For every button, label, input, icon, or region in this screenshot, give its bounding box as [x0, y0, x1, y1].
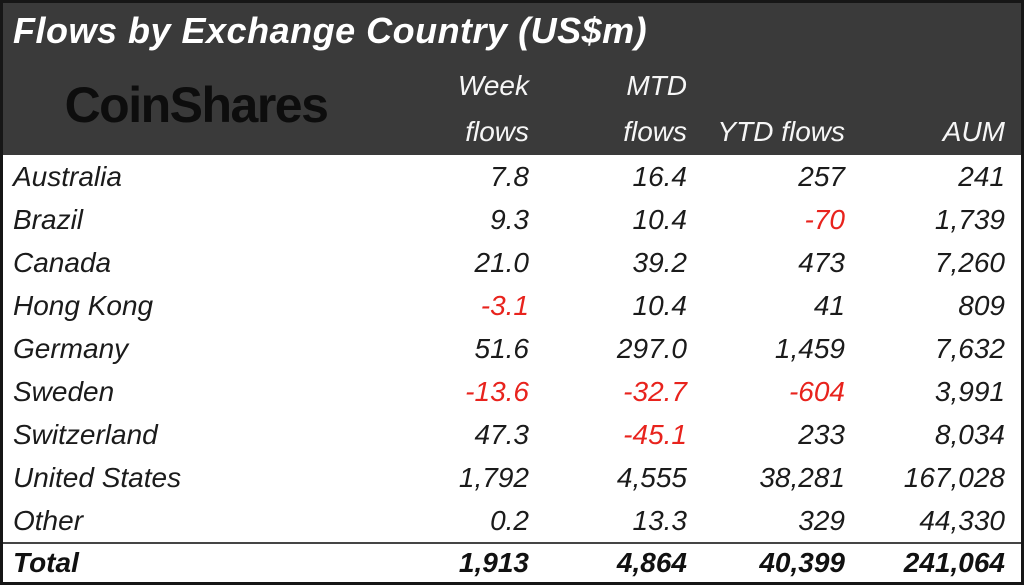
table-row: United States 1,792 4,555 38,281 167,028: [3, 456, 1021, 499]
total-row-wrap: Total 1,913 4,864 40,399 241,064: [3, 542, 1021, 582]
col-header-mtd-line2: flows: [623, 116, 687, 147]
value-cell: 4,555: [616, 461, 687, 493]
col-header-week-line2: flows: [465, 116, 529, 147]
value-cell: 1,913: [458, 547, 529, 578]
table-row: Other 0.2 13.3 329 44,330: [3, 499, 1021, 542]
value-cell: 809: [958, 289, 1005, 321]
value-cell: 167,028: [903, 461, 1005, 493]
value-cell: -13.6: [465, 375, 529, 407]
column-headers: CoinShares Week flows MTD flows YTD flow…: [3, 59, 1021, 155]
col-header-mtd-flows: MTD flows: [541, 59, 693, 155]
value-cell: 4,864: [616, 547, 687, 578]
value-cell: 329: [798, 504, 845, 536]
col-header-week-line1: Week: [457, 70, 529, 101]
value-cell: -604: [788, 375, 845, 407]
value-cell: 3,991: [934, 375, 1005, 407]
brand-cell: CoinShares: [3, 59, 389, 155]
table-row: Australia 7.8 16.4 257 241: [3, 155, 1021, 198]
value-cell: 241,064: [903, 547, 1005, 578]
table-row: Brazil 9.3 10.4 -70 1,739: [3, 198, 1021, 241]
col-header-aum-label: AUM: [942, 116, 1005, 147]
value-cell: 38,281: [759, 461, 845, 493]
value-cell: 41: [813, 289, 845, 321]
value-cell: 13.3: [632, 504, 688, 536]
value-cell: -45.1: [623, 418, 687, 450]
coinshares-logo: CoinShares: [64, 77, 329, 133]
country-cell: Hong Kong: [13, 289, 154, 321]
col-header-week-flows: Week flows: [389, 59, 541, 155]
value-cell: 16.4: [632, 160, 688, 192]
country-cell: Australia: [13, 160, 122, 192]
country-cell: Brazil: [13, 203, 84, 235]
table-header: Flows by Exchange Country (US$m) CoinSha…: [3, 3, 1021, 155]
value-cell: 1,792: [458, 461, 529, 493]
country-cell: Germany: [13, 332, 129, 364]
title-bar: Flows by Exchange Country (US$m): [3, 3, 1021, 59]
value-cell: 1,459: [774, 332, 845, 364]
table-row: Switzerland 47.3 -45.1 233 8,034: [3, 413, 1021, 456]
value-cell: 0.2: [490, 504, 529, 536]
value-cell: 7.8: [490, 160, 529, 192]
value-cell: 10.4: [632, 203, 688, 235]
value-cell: 233: [798, 418, 845, 450]
value-cell: 51.6: [474, 332, 530, 364]
value-cell: 7,260: [934, 246, 1005, 278]
value-cell: 473: [798, 246, 845, 278]
value-cell: -32.7: [623, 375, 687, 407]
total-label-cell: Total: [13, 547, 79, 578]
table-row: Canada 21.0 39.2 473 7,260: [3, 241, 1021, 284]
value-cell: 7,632: [934, 332, 1005, 364]
col-header-aum-spacer: [851, 63, 1021, 109]
value-cell: 9.3: [490, 203, 529, 235]
table-body: Australia 7.8 16.4 257 241 Brazil 9.3 10.4 -70 1,…: [3, 155, 1021, 542]
table-row: Hong Kong -3.1 10.4 41 809: [3, 284, 1021, 327]
page-title: Flows by Exchange Country (US$m): [13, 10, 648, 51]
country-cell: Canada: [13, 246, 112, 278]
value-cell: 40,399: [759, 547, 845, 578]
value-cell: 10.4: [632, 289, 688, 321]
value-cell: -70: [804, 203, 845, 235]
value-cell: -3.1: [480, 289, 529, 321]
value-cell: 44,330: [919, 504, 1005, 536]
col-header-ytd-spacer: [693, 63, 851, 109]
value-cell: 1,739: [934, 203, 1005, 235]
country-cell: Switzerland: [13, 418, 158, 450]
country-cell: United States: [13, 461, 182, 493]
country-cell: Other: [13, 504, 84, 536]
country-cell: Sweden: [13, 375, 115, 407]
table-row: Sweden -13.6 -32.7 -604 3,991: [3, 370, 1021, 413]
value-cell: 21.0: [474, 246, 530, 278]
value-cell: 39.2: [632, 246, 688, 278]
value-cell: 8,034: [934, 418, 1005, 450]
col-header-mtd-line1: MTD: [626, 70, 687, 101]
value-cell: 257: [798, 160, 845, 192]
value-cell: 241: [958, 160, 1005, 192]
total-row: Total 1,913 4,864 40,399 241,064: [3, 544, 1021, 582]
col-header-ytd-label: YTD flows: [717, 116, 845, 147]
value-cell: 297.0: [616, 332, 687, 364]
value-cell: 47.3: [474, 418, 530, 450]
col-header-ytd-flows: YTD flows: [693, 59, 851, 155]
col-header-aum: AUM: [851, 59, 1021, 155]
table-row: Germany 51.6 297.0 1,459 7,632: [3, 327, 1021, 370]
